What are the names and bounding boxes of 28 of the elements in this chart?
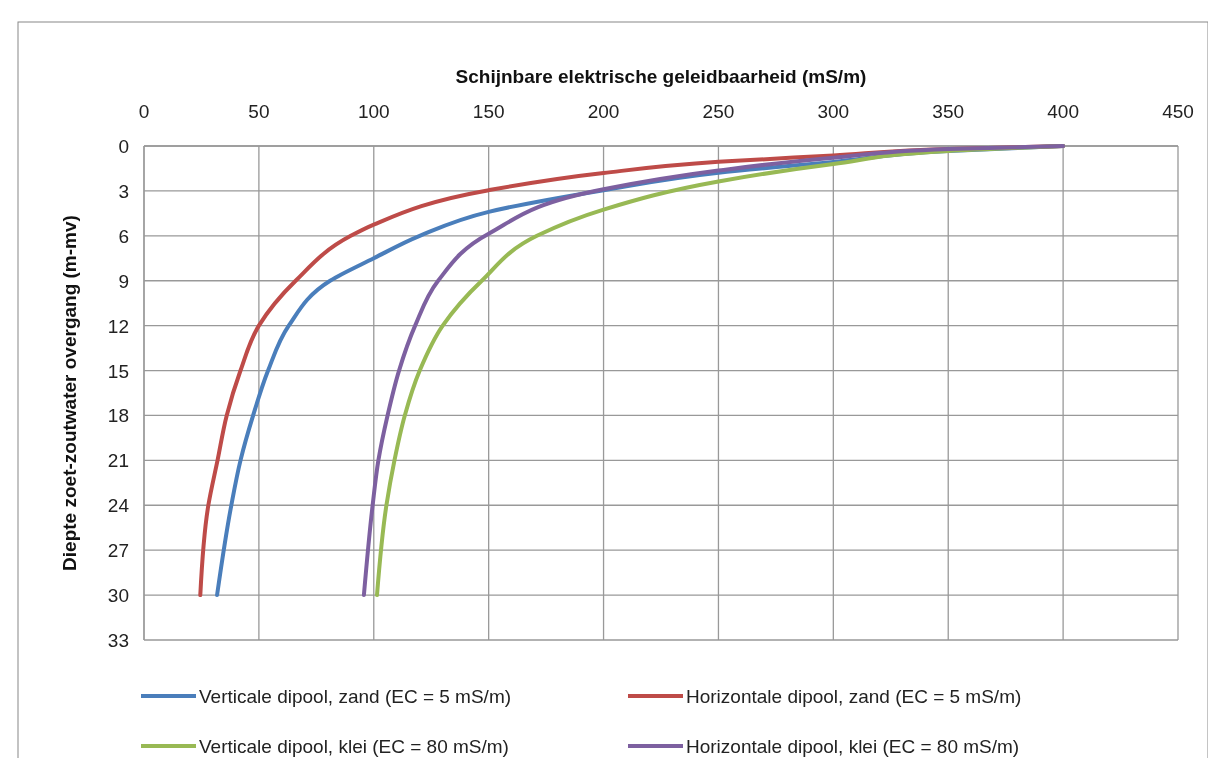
x-axis-title: Schijnbare elektrische geleidbaarheid (mS/m)	[455, 66, 867, 87]
x-tick-label: 150	[472, 101, 505, 122]
x-tick-label: 450	[1162, 101, 1194, 122]
y-tick-label: 27	[107, 540, 129, 562]
y-tick-label: 15	[107, 360, 129, 382]
legend-label: Verticale dipool, klei (EC = 80 mS/m)	[199, 736, 509, 757]
x-tick-label: 0	[138, 101, 150, 122]
x-tick-label: 200	[587, 101, 620, 122]
y-tick-label: 18	[107, 405, 129, 427]
y-tick-label: 24	[107, 495, 130, 517]
y-tick-label: 6	[118, 225, 129, 247]
y-tick-label: 12	[107, 315, 129, 337]
y-tick-label: 21	[107, 450, 129, 472]
y-axis-title: Diepte zoet-zoutwater overgang (m-mv)	[59, 215, 80, 571]
x-tick-label: 400	[1047, 101, 1079, 122]
x-tick-label: 350	[932, 101, 965, 122]
y-tick-label: 3	[118, 180, 129, 202]
x-tick-label: 300	[817, 101, 850, 122]
x-tick-label: 250	[702, 101, 735, 122]
y-tick-label: 9	[118, 270, 129, 292]
y-tick-label: 33	[107, 630, 129, 651]
y-tick-label: 30	[107, 585, 129, 607]
legend-label: Horizontale dipool, klei (EC = 80 mS/m)	[686, 736, 1020, 757]
x-tick-label: 100	[357, 101, 390, 122]
legend-label: Verticale dipool, zand (EC = 5 mS/m)	[199, 686, 512, 707]
y-tick-label: 0	[118, 136, 129, 157]
legend-label: Horizontale dipool, zand (EC = 5 mS/m)	[686, 686, 1022, 707]
x-tick-label: 50	[248, 101, 270, 122]
